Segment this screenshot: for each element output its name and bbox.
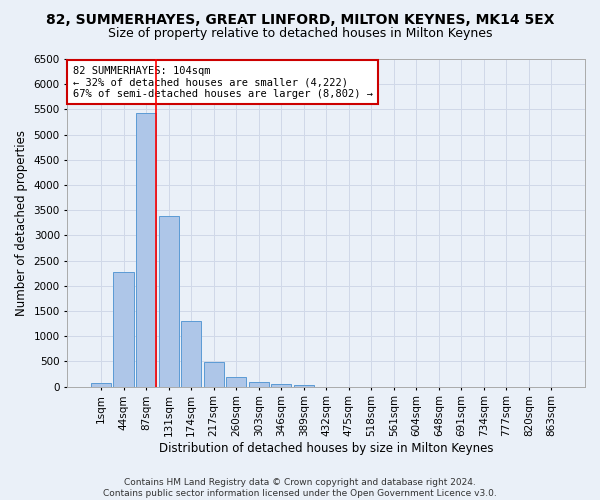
X-axis label: Distribution of detached houses by size in Milton Keynes: Distribution of detached houses by size … xyxy=(159,442,493,455)
Text: Contains HM Land Registry data © Crown copyright and database right 2024.
Contai: Contains HM Land Registry data © Crown c… xyxy=(103,478,497,498)
Bar xyxy=(136,114,156,386)
Y-axis label: Number of detached properties: Number of detached properties xyxy=(15,130,28,316)
Bar xyxy=(113,272,134,386)
Bar xyxy=(181,320,201,386)
Bar xyxy=(203,362,224,386)
Bar xyxy=(271,384,292,386)
Text: 82, SUMMERHAYES, GREAT LINFORD, MILTON KEYNES, MK14 5EX: 82, SUMMERHAYES, GREAT LINFORD, MILTON K… xyxy=(46,12,554,26)
Text: Size of property relative to detached houses in Milton Keynes: Size of property relative to detached ho… xyxy=(108,28,492,40)
Bar xyxy=(226,378,247,386)
Text: 82 SUMMERHAYES: 104sqm
← 32% of detached houses are smaller (4,222)
67% of semi-: 82 SUMMERHAYES: 104sqm ← 32% of detached… xyxy=(73,66,373,99)
Bar xyxy=(293,384,314,386)
Bar xyxy=(91,383,111,386)
Bar xyxy=(248,382,269,386)
Bar xyxy=(158,216,179,386)
